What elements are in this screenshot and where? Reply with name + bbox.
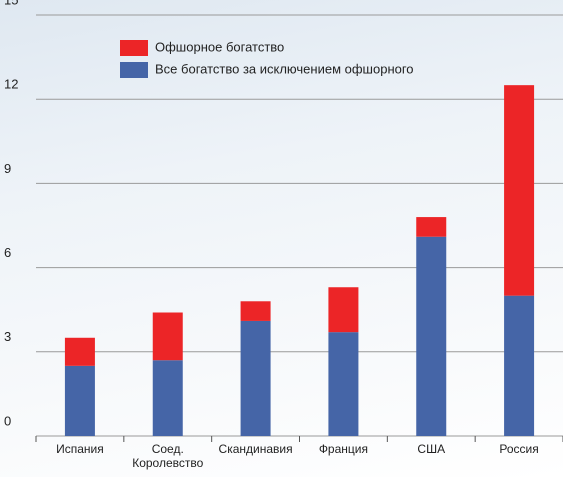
y-tick-label: 3 <box>4 329 11 344</box>
x-tick-label: Россия <box>477 442 561 456</box>
bar-segment <box>153 360 183 436</box>
chart-area: 0 3 6 9 12 15 Офшорное богатство Все богатство … <box>0 0 563 477</box>
legend-swatch <box>120 40 148 56</box>
x-tick-label: Скандинавия <box>214 442 298 456</box>
bar-segment <box>65 338 95 366</box>
bar-segment <box>65 366 95 436</box>
bar-segment <box>153 313 183 361</box>
y-tick-label: 15 <box>4 0 18 7</box>
bar-segment <box>416 237 446 436</box>
y-tick-label: 6 <box>4 245 11 260</box>
y-tick-label: 12 <box>4 77 18 92</box>
chart: 0 3 6 9 12 15 Офшорное богатство Все богатство … <box>0 0 563 477</box>
legend-label: Все богатство за исключением офшорного <box>155 61 414 76</box>
y-tick-label: 9 <box>4 161 11 176</box>
bar-segment <box>241 321 271 436</box>
bar-segment <box>504 85 534 296</box>
bar-segment <box>416 217 446 237</box>
bar-segment <box>328 287 358 332</box>
bar-segment <box>328 332 358 436</box>
legend-swatch <box>120 62 148 78</box>
legend-label: Офшорное богатство <box>155 39 284 54</box>
bar-segment <box>504 296 534 436</box>
x-tick-label: Соед. Королевство <box>126 442 210 470</box>
x-tick-label: США <box>389 442 473 456</box>
x-tick-label: Испания <box>38 442 122 456</box>
x-tick-label: Франция <box>301 442 385 456</box>
bar-segment <box>241 301 271 321</box>
y-tick-label: 0 <box>4 413 11 428</box>
